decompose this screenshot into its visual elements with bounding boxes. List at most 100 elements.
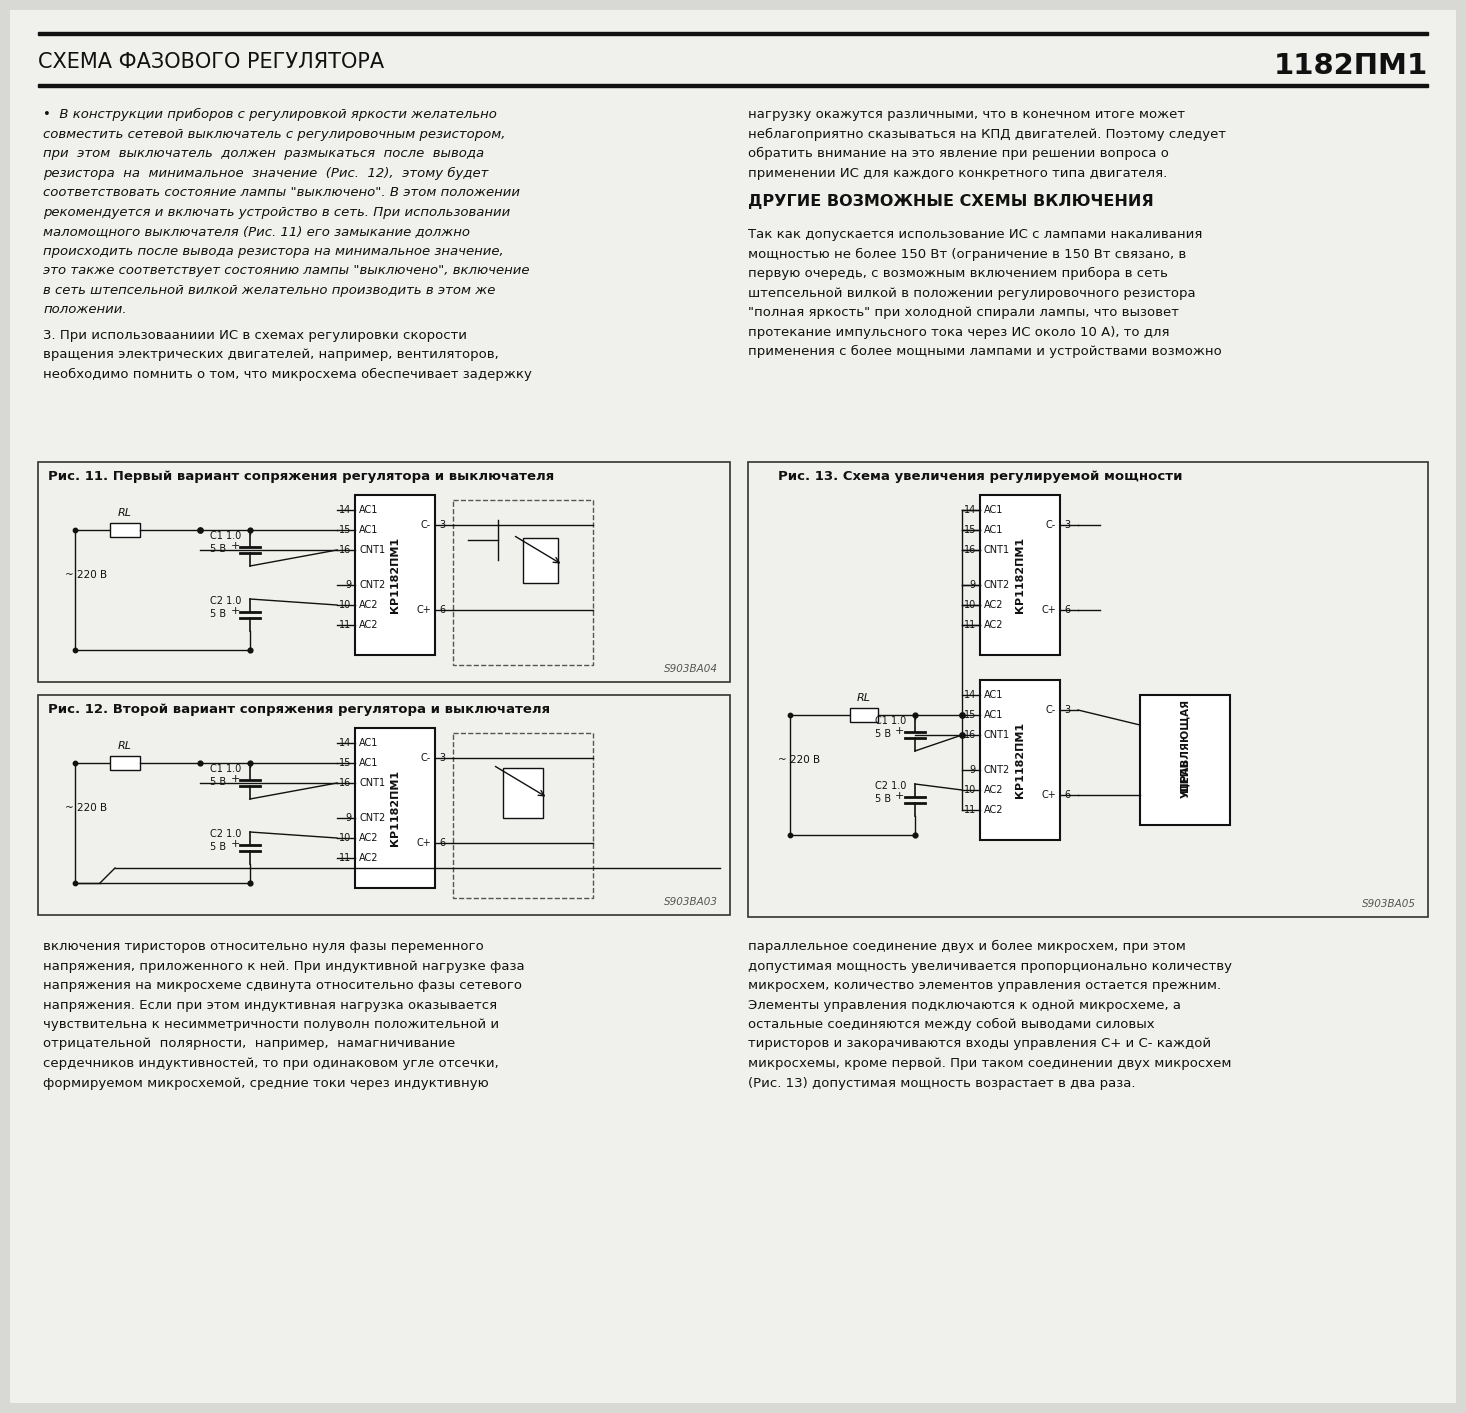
Text: AC2: AC2 — [359, 834, 378, 844]
Bar — [1141, 695, 1230, 825]
Text: C1 1.0: C1 1.0 — [875, 716, 906, 726]
Text: AC1: AC1 — [359, 504, 378, 514]
Point — [778, 704, 802, 726]
Point — [188, 519, 211, 541]
Text: CNT2: CNT2 — [984, 579, 1010, 591]
Text: Элементы управления подключаются к одной микросхеме, а: Элементы управления подключаются к одной… — [748, 999, 1182, 1012]
Text: 15: 15 — [339, 526, 350, 536]
Text: C2 1.0: C2 1.0 — [210, 596, 242, 606]
Text: CNT2: CNT2 — [359, 812, 386, 822]
Text: параллельное соединение двух и более микросхем, при этом: параллельное соединение двух и более мик… — [748, 940, 1186, 954]
Text: +: + — [894, 726, 903, 736]
Text: 14: 14 — [339, 504, 350, 514]
Text: C1 1.0: C1 1.0 — [210, 531, 242, 541]
Text: C+: C+ — [1041, 605, 1056, 615]
Text: напряжения, приложенного к ней. При индуктивной нагрузке фаза: напряжения, приложенного к ней. При инду… — [43, 959, 525, 972]
Text: C2 1.0: C2 1.0 — [210, 829, 242, 839]
Text: 1182ПМ1: 1182ПМ1 — [1274, 52, 1428, 81]
Bar — [523, 538, 559, 584]
Text: это также соответствует состоянию лампы "выключено", включение: это также соответствует состоянию лампы … — [43, 264, 529, 277]
Text: AC1: AC1 — [359, 738, 378, 747]
Text: 3: 3 — [1064, 705, 1070, 715]
Text: C+: C+ — [416, 838, 431, 848]
Bar — [355, 495, 435, 656]
Text: УПРАВЛЯЮЩАЯ: УПРАВЛЯЮЩАЯ — [1180, 698, 1190, 797]
Text: AC2: AC2 — [984, 620, 1004, 630]
Text: CNT2: CNT2 — [984, 764, 1010, 774]
Text: 14: 14 — [339, 738, 350, 747]
Text: C-: C- — [421, 753, 431, 763]
Point — [903, 704, 927, 726]
Text: обратить внимание на это явление при решении вопроса о: обратить внимание на это явление при реш… — [748, 147, 1168, 160]
Text: C+: C+ — [416, 605, 431, 615]
Text: S903BA05: S903BA05 — [1362, 899, 1416, 909]
Point — [63, 752, 86, 774]
Bar — [453, 733, 594, 899]
Text: 6: 6 — [1064, 790, 1070, 800]
Text: AC2: AC2 — [984, 601, 1004, 610]
Text: AC2: AC2 — [359, 853, 378, 863]
Text: RL: RL — [117, 509, 132, 519]
Text: нагрузку окажутся различными, что в конечном итоге может: нагрузку окажутся различными, что в коне… — [748, 107, 1185, 122]
Text: RL: RL — [117, 740, 132, 750]
Text: Так как допускается использование ИС с лампами накаливания: Так как допускается использование ИС с л… — [748, 227, 1202, 242]
Text: 3: 3 — [1064, 520, 1070, 530]
Text: "полная яркость" при холодной спирали лампы, что вызовет: "полная яркость" при холодной спирали ла… — [748, 307, 1179, 319]
Text: применения с более мощными лампами и устройствами возможно: применения с более мощными лампами и уст… — [748, 345, 1221, 357]
Bar — [748, 462, 1428, 917]
Text: 11: 11 — [339, 853, 350, 863]
Text: CNT2: CNT2 — [359, 579, 386, 591]
Text: 5 В: 5 В — [210, 544, 226, 554]
Text: C+: C+ — [1041, 790, 1056, 800]
Text: 14: 14 — [963, 504, 976, 514]
Text: необходимо помнить о том, что микросхема обеспечивает задержку: необходимо помнить о том, что микросхема… — [43, 367, 532, 380]
Text: +: + — [230, 541, 239, 551]
Bar — [503, 769, 542, 818]
Text: 5 В: 5 В — [210, 842, 226, 852]
Text: S903BA04: S903BA04 — [664, 664, 718, 674]
Bar — [38, 695, 730, 916]
Text: CNT1: CNT1 — [359, 779, 386, 788]
Text: 10: 10 — [339, 601, 350, 610]
Text: происходить после вывода резистора на минимальное значение,: происходить после вывода резистора на ми… — [43, 244, 504, 257]
Point — [63, 872, 86, 894]
Text: C-: C- — [1045, 520, 1056, 530]
Text: 11: 11 — [963, 805, 976, 815]
Text: микросхем, количество элементов управления остается прежним.: микросхем, количество элементов управлен… — [748, 979, 1221, 992]
Text: 3: 3 — [438, 520, 446, 530]
Text: Рис. 11. Первый вариант сопряжения регулятора и выключателя: Рис. 11. Первый вариант сопряжения регул… — [48, 471, 554, 483]
Bar — [110, 523, 139, 537]
Text: 9: 9 — [345, 812, 350, 822]
Text: 3. При использовааниии ИС в схемах регулировки скорости: 3. При использовааниии ИС в схемах регул… — [43, 328, 468, 342]
Point — [239, 519, 262, 541]
Text: протекание импульсного тока через ИС около 10 А), то для: протекание импульсного тока через ИС око… — [748, 325, 1170, 339]
Text: AC1: AC1 — [984, 526, 1003, 536]
Bar — [38, 32, 1428, 34]
Text: допустимая мощность увеличивается пропорционально количеству: допустимая мощность увеличивается пропор… — [748, 959, 1231, 972]
Text: ЦЕПЬ: ЦЕПЬ — [1180, 759, 1190, 791]
Bar — [979, 680, 1060, 839]
Text: •  В конструкции приборов с регулировкой яркости желательно: • В конструкции приборов с регулировкой … — [43, 107, 497, 122]
Text: КР1182ПМ1: КР1182ПМ1 — [1014, 722, 1025, 798]
Point — [950, 723, 973, 746]
Text: в сеть штепсельной вилкой желательно производить в этом же: в сеть штепсельной вилкой желательно про… — [43, 284, 496, 297]
Text: СХЕМА ФАЗОВОГО РЕГУЛЯТОРА: СХЕМА ФАЗОВОГО РЕГУЛЯТОРА — [38, 52, 384, 72]
Text: вращения электрических двигателей, например, вентиляторов,: вращения электрических двигателей, напри… — [43, 348, 498, 360]
Text: 6: 6 — [438, 838, 446, 848]
Text: отрицательной  полярности,  например,  намагничивание: отрицательной полярности, например, нама… — [43, 1037, 456, 1050]
Text: 5 В: 5 В — [875, 794, 891, 804]
Text: AC1: AC1 — [984, 504, 1003, 514]
Text: штепсельной вилкой в положении регулировочного резистора: штепсельной вилкой в положении регулиров… — [748, 287, 1196, 300]
Point — [903, 824, 927, 846]
Text: ~ 220 В: ~ 220 В — [778, 755, 819, 764]
Text: ~ 220 В: ~ 220 В — [65, 569, 107, 579]
Text: AC2: AC2 — [984, 786, 1004, 796]
Text: 11: 11 — [339, 620, 350, 630]
Bar — [38, 462, 730, 682]
Text: 5 В: 5 В — [210, 777, 226, 787]
Text: AC2: AC2 — [359, 601, 378, 610]
Text: C-: C- — [421, 520, 431, 530]
Text: AC1: AC1 — [984, 690, 1003, 699]
Text: напряжения. Если при этом индуктивная нагрузка оказывается: напряжения. Если при этом индуктивная на… — [43, 999, 497, 1012]
Text: +: + — [894, 791, 903, 801]
